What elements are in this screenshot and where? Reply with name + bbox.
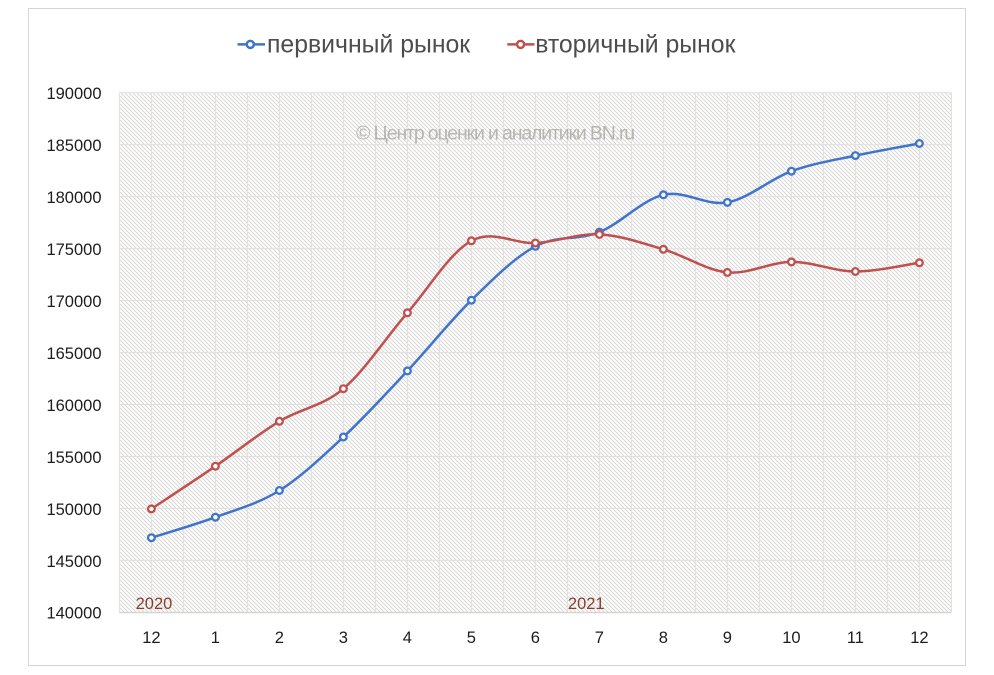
svg-text:первичный рынок: первичный рынок xyxy=(267,31,470,58)
svg-text:4: 4 xyxy=(403,629,412,647)
svg-text:6: 6 xyxy=(531,629,540,647)
svg-text:185000: 185000 xyxy=(46,137,101,155)
svg-text:150000: 150000 xyxy=(46,501,101,519)
svg-text:160000: 160000 xyxy=(46,397,101,415)
svg-text:5: 5 xyxy=(467,629,476,647)
svg-text:2021: 2021 xyxy=(568,595,605,613)
svg-text:9: 9 xyxy=(723,629,732,647)
svg-text:вторичный рынок: вторичный рынок xyxy=(535,31,735,58)
svg-text:10: 10 xyxy=(782,629,800,647)
svg-text:8: 8 xyxy=(659,629,668,647)
svg-text:175000: 175000 xyxy=(46,241,101,259)
svg-text:11: 11 xyxy=(847,629,864,647)
svg-text:© Центр оценки и аналитики BN.: © Центр оценки и аналитики BN.ru xyxy=(356,123,634,145)
svg-text:2: 2 xyxy=(275,629,284,647)
svg-text:2020: 2020 xyxy=(136,595,173,613)
svg-text:1: 1 xyxy=(211,629,220,647)
svg-text:12: 12 xyxy=(910,629,928,647)
svg-text:140000: 140000 xyxy=(46,605,101,623)
svg-text:3: 3 xyxy=(339,629,348,647)
svg-text:170000: 170000 xyxy=(46,293,101,311)
svg-text:155000: 155000 xyxy=(46,449,101,467)
svg-text:12: 12 xyxy=(142,629,160,647)
svg-text:165000: 165000 xyxy=(46,345,101,363)
svg-text:7: 7 xyxy=(595,629,604,647)
svg-text:145000: 145000 xyxy=(46,553,101,571)
svg-text:190000: 190000 xyxy=(46,85,101,103)
svg-text:180000: 180000 xyxy=(46,189,101,207)
